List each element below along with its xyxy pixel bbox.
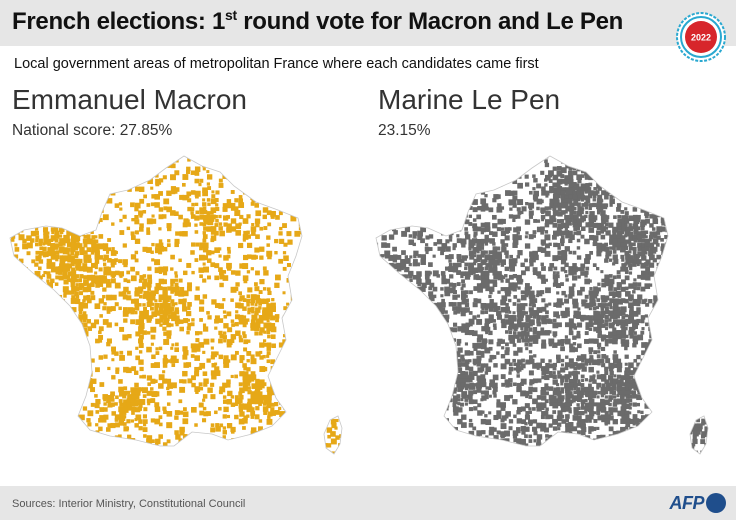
candidate-name-lepen: Marine Le Pen <box>378 84 561 115</box>
election-badge-icon: 2022 <box>676 12 726 62</box>
france-outline <box>375 155 709 455</box>
sources-note: Sources: Interior Ministry, Constitution… <box>12 498 246 510</box>
afp-logo-text: AFP <box>669 492 705 513</box>
title-superscript: st <box>225 7 237 23</box>
page-title: French elections: 1st round vote for Mac… <box>12 7 623 36</box>
subtitle: Local government areas of metropolitan F… <box>14 56 539 72</box>
afp-logo-dot-icon <box>706 493 726 513</box>
badge-year: 2022 <box>691 33 711 43</box>
footer-bar: Sources: Interior Ministry, Constitution… <box>0 486 736 520</box>
candidate-name-macron: Emmanuel Macron <box>12 84 247 115</box>
map-macron <box>9 155 343 455</box>
header-bar: French elections: 1st round vote for Mac… <box>0 0 736 46</box>
france-outline <box>9 155 343 455</box>
map-lepen <box>375 155 709 455</box>
afp-logo: AFP <box>669 492 726 514</box>
title-rest: round vote for Macron and Le Pen <box>236 8 624 35</box>
title-main: French elections: 1 <box>12 8 226 35</box>
candidate-score-lepen: 23.15% <box>378 122 431 139</box>
candidate-score-macron: National score: 27.85% <box>12 122 173 139</box>
